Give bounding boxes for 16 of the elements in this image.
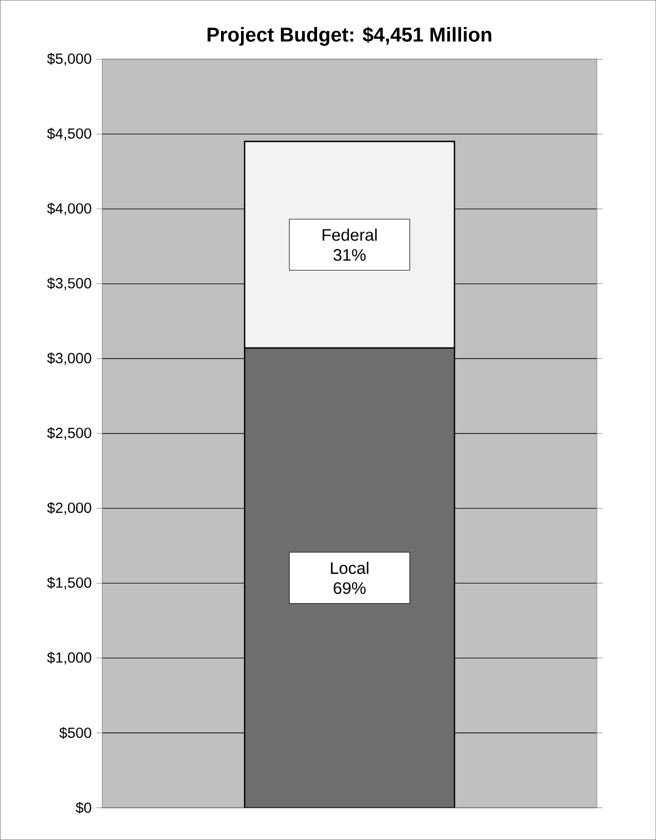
y-tick-label: $0 (76, 802, 92, 814)
annotation: 31% (333, 249, 366, 261)
y-tick-label: $1,000 (47, 652, 92, 664)
series-label: Federal (322, 228, 377, 241)
y-tick-label: $2,500 (47, 427, 92, 440)
chart-title: Project Budget: $4,451 Million (208, 26, 492, 46)
y-tick-label: $5,000 (47, 52, 92, 66)
y-tick-label: $1,500 (47, 576, 92, 590)
series-label: Local (330, 562, 368, 574)
y-tick-label: $3,000 (47, 352, 92, 365)
y-tick-label: $500 (59, 726, 92, 739)
y-tick-label: $2,000 (47, 502, 92, 515)
y-tick-label: $3,500 (47, 277, 92, 290)
y-tick-label: $4,500 (47, 128, 92, 140)
y-tick-label: $4,000 (47, 202, 92, 216)
annotation: 69% (334, 582, 366, 594)
